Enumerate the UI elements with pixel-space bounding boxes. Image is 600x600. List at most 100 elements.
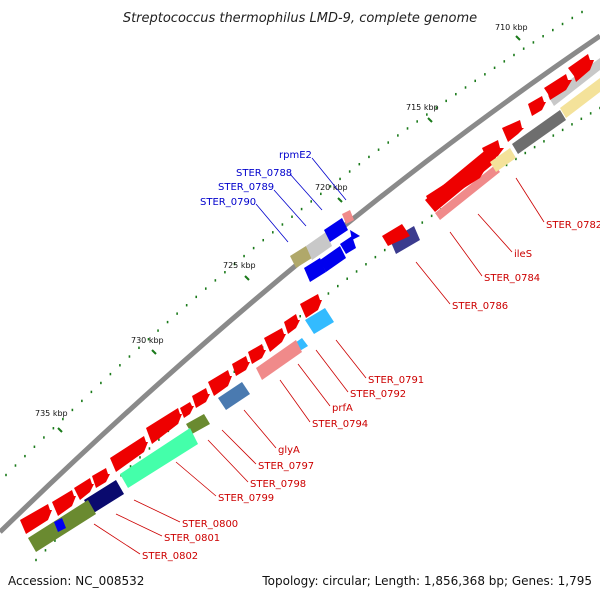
gene-label: STER_0790 [200, 197, 256, 208]
tick-dot [299, 315, 301, 318]
major-tick [151, 349, 157, 355]
gene-label: STER_0794 [312, 419, 368, 430]
tick-dot [291, 215, 293, 218]
gene-block [218, 382, 250, 410]
gene-block [490, 148, 516, 172]
tick-dot [5, 473, 7, 477]
tick-dot [300, 207, 303, 211]
tick-dot [522, 47, 525, 50]
gene-label: STER_0798 [250, 479, 306, 490]
tick-dot [327, 292, 330, 295]
gene-block [306, 232, 332, 260]
tick-dot [35, 558, 37, 562]
gene-block [305, 308, 334, 334]
tick-dot [515, 157, 517, 161]
tick-dot [445, 99, 447, 103]
tick-dot [252, 246, 255, 250]
gene-block [340, 236, 356, 254]
gene-label: STER_0789 [218, 182, 274, 193]
gene-arrow [426, 160, 486, 208]
major-tick-marks [57, 35, 521, 433]
gene-label: STER_0791 [368, 375, 424, 386]
gene-label: rpmE2 [279, 150, 312, 161]
gene-block [560, 78, 600, 118]
tick-dot [581, 10, 583, 14]
gene-arrow [20, 504, 52, 534]
gene-arrow [264, 328, 286, 352]
tick-dot [139, 456, 141, 459]
major-tick [244, 275, 250, 281]
tick-dot [24, 454, 26, 458]
gene-block [382, 224, 410, 246]
tick-dot [416, 120, 418, 123]
callout-line [279, 379, 311, 423]
tick-dot [387, 141, 390, 144]
callout-line [289, 173, 323, 211]
tick-dot [158, 438, 160, 441]
gene-block [84, 480, 124, 514]
tick-dot [455, 92, 457, 96]
callout-line [93, 523, 141, 555]
gene-block [120, 428, 198, 488]
tick-dot [62, 417, 64, 421]
tick-label-725: 725 kbp [223, 261, 256, 270]
tick-dot [138, 346, 140, 350]
gene-block [256, 340, 302, 380]
tick-dot [33, 445, 36, 448]
gene-label: STER_0792 [350, 389, 406, 400]
gene-arrow [248, 344, 266, 364]
gene-label: STER_0797 [258, 461, 314, 472]
gene-labels: STER_0782 ileS STER_0784 STER_0786 STER_… [142, 150, 600, 562]
gene-label: prfA [332, 403, 353, 414]
tick-dot [166, 320, 169, 324]
callout-lines [93, 157, 545, 555]
callout-line [315, 349, 349, 393]
tick-dot [561, 22, 564, 26]
tick-dot [365, 263, 367, 266]
tick-dot [147, 337, 150, 341]
gene-arrow [284, 314, 300, 334]
tick-dot [329, 185, 332, 188]
tick-dot [503, 60, 506, 63]
tick-dot [571, 123, 573, 126]
gene-label: STER_0784 [484, 273, 540, 284]
gene-label: STER_0802 [142, 551, 198, 562]
major-tick [337, 197, 343, 203]
tick-dot [54, 539, 56, 542]
gene-label: STER_0801 [164, 533, 220, 544]
callout-line [477, 213, 513, 253]
tick-dot [243, 254, 245, 258]
callout-line [297, 363, 331, 407]
gene-label: ileS [514, 249, 532, 260]
genome-backbone [0, 33, 600, 534]
tick-dot [119, 364, 121, 367]
tick-label-735: 735 kbp [35, 409, 68, 418]
callout-line [115, 513, 163, 537]
tick-dot [281, 223, 284, 226]
forward-strand-arrows [20, 54, 594, 534]
tick-dot [320, 192, 322, 196]
tick-dot [552, 28, 554, 32]
tick-dot [580, 117, 583, 121]
tick-label-710: 710 kbp [495, 23, 528, 32]
callout-line [175, 461, 217, 497]
tick-label-730: 730 kbp [131, 336, 164, 345]
gene-arrow [92, 468, 110, 488]
tick-dot [71, 408, 74, 412]
tick-dot [589, 112, 592, 115]
callout-line [415, 261, 451, 305]
major-tick [427, 117, 433, 123]
tick-dot [148, 447, 151, 450]
tick-dot [14, 464, 17, 467]
gene-block [342, 210, 354, 224]
tick-dot [533, 145, 536, 149]
gene-block [290, 246, 312, 268]
tick-dot [524, 151, 527, 155]
gene-label: STER_0786 [452, 301, 508, 312]
tick-dot [532, 41, 535, 44]
major-tick [57, 427, 63, 433]
gene-block [435, 165, 500, 220]
callout-line [207, 439, 249, 483]
gene-block [304, 258, 326, 282]
gene-label: STER_0800 [182, 519, 238, 530]
